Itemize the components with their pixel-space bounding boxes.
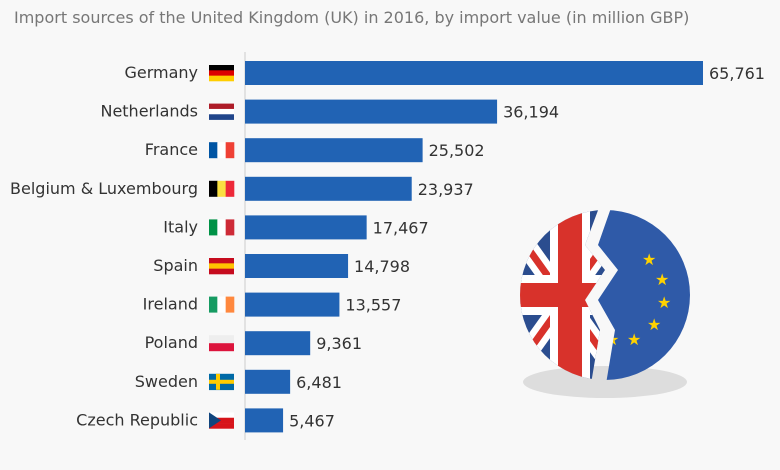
- svg-text:★: ★: [655, 270, 669, 289]
- bar: [245, 331, 311, 356]
- bar-row: Poland 9,361: [145, 331, 362, 356]
- bar: [245, 176, 412, 201]
- category-label: Germany: [124, 63, 198, 82]
- spain-flag-icon: [209, 258, 234, 275]
- svg-text:★: ★: [627, 330, 641, 349]
- bar: [245, 61, 703, 85]
- france-flag-icon: [209, 142, 235, 159]
- bar-row: Sweden 6,481: [135, 369, 342, 394]
- poland-flag-icon: [209, 335, 234, 352]
- svg-text:★: ★: [657, 293, 671, 312]
- bar: [245, 99, 498, 124]
- netherlands-flag-icon: [209, 103, 234, 120]
- germany-flag-icon: [209, 65, 234, 82]
- bar: [245, 292, 340, 317]
- bar: [245, 408, 284, 433]
- value-label: 13,557: [345, 296, 401, 315]
- bar-row: Czech Republic 5,467: [76, 408, 335, 433]
- category-label: Italy: [163, 217, 198, 236]
- bar-row: Germany 65,761: [124, 61, 765, 85]
- category-label: Czech Republic: [76, 410, 198, 429]
- belgium-luxembourg-flag-icon: [209, 180, 235, 197]
- category-label: Ireland: [143, 295, 198, 314]
- czech-flag-icon: [209, 412, 234, 429]
- value-label: 14,798: [354, 257, 410, 276]
- svg-text:★: ★: [647, 315, 661, 334]
- value-label: 36,194: [503, 103, 559, 122]
- bar-row: Netherlands 36,194: [100, 99, 559, 124]
- value-label: 65,761: [709, 64, 765, 83]
- category-label: Spain: [153, 256, 198, 275]
- value-label: 25,502: [429, 141, 485, 160]
- bar-row: Spain 14,798: [153, 254, 410, 278]
- bar-row: Ireland 13,557: [143, 292, 401, 317]
- sweden-flag-icon: [209, 373, 234, 391]
- bar: [245, 215, 367, 240]
- svg-text:★: ★: [605, 330, 619, 349]
- category-label: France: [145, 140, 198, 159]
- bar-row: France 25,502: [145, 138, 485, 163]
- italy-flag-icon: [209, 219, 235, 236]
- bar: [245, 254, 349, 278]
- bar: [245, 138, 423, 163]
- value-label: 6,481: [296, 373, 342, 392]
- chart-subtitle: Import sources of the United Kingdom (UK…: [14, 8, 690, 27]
- ireland-flag-icon: [209, 296, 235, 313]
- value-label: 5,467: [289, 411, 335, 430]
- category-label: Sweden: [135, 372, 198, 391]
- bar-row: Italy 17,467: [163, 215, 429, 240]
- value-label: 17,467: [373, 218, 429, 237]
- category-label: Poland: [145, 333, 198, 352]
- svg-text:★: ★: [642, 250, 656, 269]
- value-label: 9,361: [316, 334, 362, 353]
- bar-row: Belgium & Luxembourg 23,937: [10, 176, 474, 201]
- category-label: Belgium & Luxembourg: [10, 179, 198, 198]
- category-label: Netherlands: [100, 102, 198, 121]
- brexit-illustration: ★★★★★★: [520, 210, 690, 398]
- value-label: 23,937: [418, 180, 474, 199]
- bar: [245, 369, 291, 394]
